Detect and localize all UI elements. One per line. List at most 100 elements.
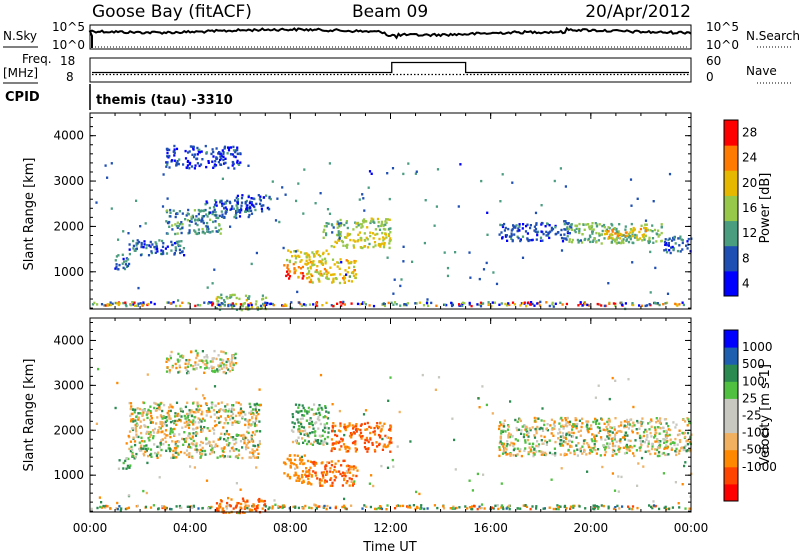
heat-cell <box>415 490 418 494</box>
heat-cell <box>617 430 620 433</box>
heat-cell <box>171 366 174 369</box>
heat-cell <box>559 505 562 508</box>
heat-cell <box>669 251 672 255</box>
heat-cell <box>675 303 678 306</box>
heat-cell <box>575 227 578 230</box>
heat-cell <box>382 227 385 231</box>
heat-cell <box>337 429 341 432</box>
heat-cell <box>603 422 606 425</box>
heat-cell <box>333 468 336 472</box>
heat-cell <box>479 305 483 308</box>
heat-cell <box>326 435 329 439</box>
heat-cell <box>245 206 248 210</box>
heat-cell <box>222 152 225 156</box>
heat-cell <box>437 376 441 379</box>
heat-cell <box>255 509 258 512</box>
heat-cell <box>165 252 169 255</box>
heat-cell <box>446 266 450 270</box>
heat-cell <box>500 429 503 433</box>
heat-cell <box>349 238 352 242</box>
heat-cell <box>138 240 141 244</box>
heat-cell <box>618 223 621 226</box>
heat-cell <box>121 262 124 265</box>
heat-cell <box>508 432 511 435</box>
heat-cell <box>377 225 380 228</box>
heat-cell <box>226 403 229 406</box>
heat-cell <box>377 243 380 246</box>
heat-cell <box>647 241 650 245</box>
heat-cell <box>384 220 387 223</box>
heat-cell <box>312 303 315 306</box>
x-tick-label: 00:00 <box>73 521 108 535</box>
heat-cell <box>247 195 250 199</box>
heat-cell <box>330 464 333 467</box>
heat-cell <box>385 218 388 221</box>
heat-cell <box>654 431 657 434</box>
heat-cell <box>561 240 565 243</box>
heat-cell <box>367 186 370 189</box>
colorbar-cell <box>724 195 738 222</box>
heat-cell <box>535 505 538 508</box>
heat-cell <box>624 234 627 238</box>
heat-cell <box>589 449 592 452</box>
heat-cell <box>140 241 143 245</box>
heat-cell <box>349 468 352 471</box>
heat-cell <box>234 150 237 154</box>
heat-cell <box>625 238 628 241</box>
heat-cell <box>315 421 318 424</box>
heat-cell <box>197 507 200 510</box>
heat-cell <box>468 303 471 306</box>
heat-cell <box>226 422 229 425</box>
heat-cell <box>178 210 181 213</box>
heat-cell <box>511 239 514 242</box>
heat-cell <box>215 507 219 510</box>
heat-cell <box>219 408 222 411</box>
heat-cell <box>292 425 295 429</box>
heat-cell <box>376 425 379 428</box>
heat-cell <box>194 232 197 235</box>
heat-cell <box>517 428 521 431</box>
heat-cell <box>95 201 98 204</box>
heat-cell <box>330 438 333 441</box>
heat-cell <box>299 251 303 254</box>
heat-cell <box>196 303 199 307</box>
heat-cell <box>459 304 462 307</box>
heat-cell <box>316 265 319 268</box>
heat-cell <box>204 367 207 370</box>
heat-cell <box>177 352 180 356</box>
heat-cell <box>491 412 494 415</box>
heat-cell <box>504 451 507 454</box>
heat-cell <box>289 464 292 468</box>
heat-cell <box>633 228 636 231</box>
heat-cell <box>664 438 667 442</box>
heat-cell <box>516 235 519 238</box>
heat-cell <box>562 425 565 429</box>
heat-cell <box>128 243 131 246</box>
heat-cell <box>110 162 113 165</box>
heat-cell <box>277 505 280 508</box>
heat-cell <box>265 194 268 197</box>
heat-cell <box>291 440 295 444</box>
heat-cell <box>373 433 377 436</box>
heat-cell <box>166 151 169 155</box>
heat-cell <box>128 252 131 256</box>
heat-cell <box>191 456 194 459</box>
heat-cell <box>299 432 302 436</box>
heat-cell <box>241 497 245 500</box>
heat-cell <box>327 252 330 256</box>
heat-cell <box>236 454 239 458</box>
heat-cell <box>575 436 578 439</box>
heat-cell <box>656 437 659 441</box>
heat-cell <box>643 441 646 444</box>
heat-cell <box>145 449 148 452</box>
heat-cell <box>234 414 238 418</box>
heat-cell <box>208 410 211 413</box>
heat-cell <box>533 448 536 451</box>
heat-cell <box>369 234 372 238</box>
heat-cell <box>206 227 209 231</box>
heat-cell <box>315 304 318 307</box>
heat-cell <box>626 434 629 437</box>
heat-cell <box>283 472 286 475</box>
heat-cell <box>144 222 147 225</box>
heat-cell <box>610 437 613 440</box>
